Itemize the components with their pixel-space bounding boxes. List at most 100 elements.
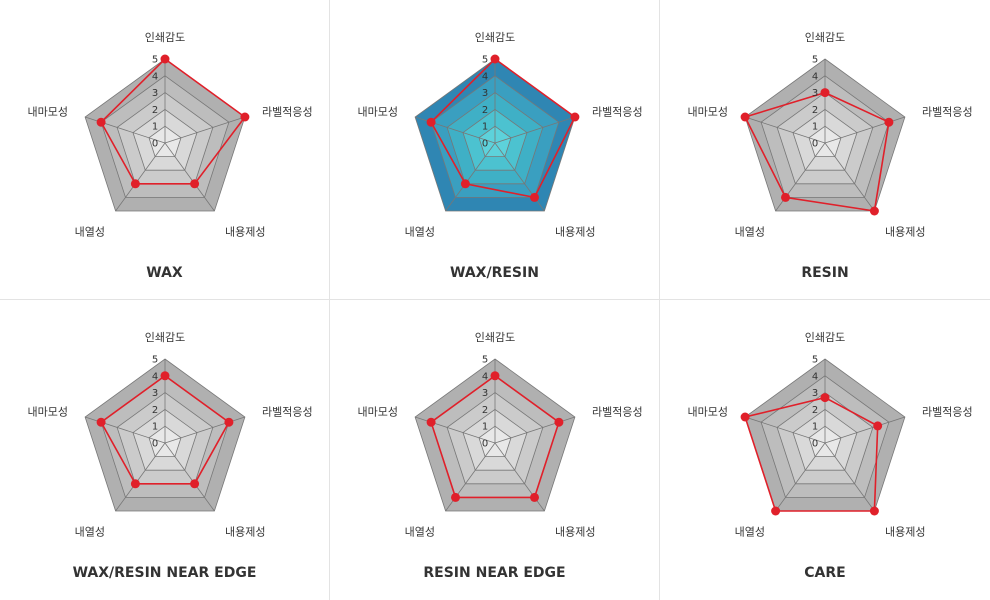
axis-label: 내열성 bbox=[405, 226, 435, 239]
tick-label: 3 bbox=[152, 88, 158, 99]
tick-label: 2 bbox=[482, 405, 488, 416]
data-point bbox=[869, 206, 879, 216]
tick-label: 2 bbox=[152, 105, 158, 116]
axis-label: 내마모성 bbox=[28, 106, 68, 119]
data-point bbox=[426, 117, 436, 127]
tick-label: 1 bbox=[812, 422, 818, 433]
series-line bbox=[100, 57, 247, 185]
data-point bbox=[224, 417, 234, 427]
axis-label: 인쇄감도 bbox=[145, 331, 185, 344]
grid-spoke bbox=[164, 442, 215, 512]
tick-label: 3 bbox=[152, 388, 158, 399]
tick-label: 5 bbox=[152, 55, 158, 66]
data-point bbox=[820, 88, 830, 98]
data-point bbox=[460, 179, 470, 189]
tick-label: 4 bbox=[152, 371, 158, 382]
data-point bbox=[869, 506, 879, 516]
axis-label: 내마모성 bbox=[688, 106, 728, 119]
axis-label: 인쇄감도 bbox=[805, 31, 845, 44]
grid-spoke bbox=[744, 116, 826, 144]
series-line bbox=[744, 396, 879, 512]
axis-label: 라벨적응성 bbox=[922, 106, 973, 119]
data-point bbox=[554, 417, 564, 427]
tick-label: 1 bbox=[812, 122, 818, 133]
data-point bbox=[570, 112, 580, 122]
chart-title: RESIN bbox=[801, 265, 849, 281]
tick-label: 0 bbox=[152, 439, 158, 450]
axis-label: 내용제성 bbox=[885, 526, 925, 539]
data-point bbox=[160, 54, 170, 64]
chart-panel-resin: 0 1 2 3 4 5 인쇄감도 라벨적응성 내용제성 내열성 내마모성 RESIN bbox=[660, 0, 990, 300]
grid-spoke bbox=[824, 416, 906, 444]
data-point bbox=[451, 492, 460, 502]
axis-label: 내마모성 bbox=[688, 406, 728, 419]
axis-label: 내용제성 bbox=[885, 226, 925, 239]
data-point bbox=[96, 117, 106, 127]
tick-label: 5 bbox=[152, 355, 158, 366]
axis-label: 내용제성 bbox=[225, 226, 265, 239]
axis-label: 라벨적응성 bbox=[262, 406, 313, 419]
grid-spoke bbox=[164, 116, 246, 144]
chart-panel-wax-resin: 0 1 2 3 4 5 인쇄감도 라벨적응성 내용제성 내열성 내마모성 WAX/RESIN bbox=[330, 0, 660, 300]
axis-label: 라벨적응성 bbox=[592, 106, 643, 119]
tick-label: 3 bbox=[482, 88, 488, 99]
data-point bbox=[240, 112, 250, 122]
chart-panel-wax: 0 1 2 3 4 5 인쇄감도 라벨적응성 내용제성 내열성 내마모성 WAX bbox=[0, 0, 330, 300]
grid-spoke bbox=[494, 116, 576, 144]
data-point bbox=[130, 479, 140, 489]
tick-label: 4 bbox=[482, 71, 488, 82]
tick-label: 4 bbox=[812, 371, 818, 382]
tick-label: 4 bbox=[812, 71, 818, 82]
axis-label: 인쇄감도 bbox=[805, 331, 845, 344]
chart-panel-resin-near-edge: 0 1 2 3 4 5 인쇄감도 라벨적응성 내용제성 내열성 내마모성 RESIN NEAR ED… bbox=[330, 300, 660, 600]
axis-label: 내열성 bbox=[75, 226, 105, 239]
chart-title: WAX/RESIN bbox=[450, 265, 539, 281]
axis-label: 내열성 bbox=[735, 526, 765, 539]
tick-label: 5 bbox=[482, 355, 488, 366]
axis-label: 내용제성 bbox=[225, 526, 265, 539]
series-line bbox=[100, 374, 230, 485]
axis-label: 인쇄감도 bbox=[145, 31, 185, 44]
tick-label: 1 bbox=[152, 422, 158, 433]
data-point bbox=[530, 492, 539, 502]
chart-title: CARE bbox=[804, 565, 846, 581]
tick-label: 0 bbox=[812, 139, 818, 150]
axis-label: 내마모성 bbox=[28, 406, 68, 419]
axis-label: 내열성 bbox=[75, 526, 105, 539]
axis-label: 내용제성 bbox=[555, 226, 595, 239]
chart-title: WAX bbox=[146, 265, 183, 281]
axis-label: 라벨적응성 bbox=[592, 406, 643, 419]
data-point bbox=[884, 117, 894, 127]
chart-panel-wax-resin-near-edge: 0 1 2 3 4 5 인쇄감도 라벨적응성 내용제성 내열성 내마모성 WAX/RESIN NEA… bbox=[0, 300, 330, 600]
data-point bbox=[130, 179, 140, 189]
tick-label: 4 bbox=[152, 71, 158, 82]
grid-spoke bbox=[744, 416, 826, 444]
axis-label: 인쇄감도 bbox=[475, 331, 515, 344]
data-point bbox=[426, 417, 436, 427]
grid-spoke bbox=[775, 442, 826, 512]
axis-label: 인쇄감도 bbox=[475, 31, 515, 44]
tick-label: 1 bbox=[482, 422, 488, 433]
tick-label: 3 bbox=[812, 88, 818, 99]
tick-label: 3 bbox=[812, 388, 818, 399]
data-point bbox=[490, 54, 500, 64]
axis-label: 라벨적응성 bbox=[262, 106, 313, 119]
chart-panel-care: 0 1 2 3 4 5 인쇄감도 라벨적응성 내용제성 내열성 내마모성 CARE bbox=[660, 300, 990, 600]
tick-label: 1 bbox=[482, 122, 488, 133]
tick-label: 2 bbox=[812, 105, 818, 116]
data-point bbox=[820, 393, 830, 403]
axis-label: 라벨적응성 bbox=[922, 406, 973, 419]
grid-spoke bbox=[824, 442, 875, 512]
data-point bbox=[530, 192, 539, 202]
data-point bbox=[740, 112, 750, 122]
grid-spoke bbox=[115, 442, 166, 512]
tick-label: 4 bbox=[482, 371, 488, 382]
series-line bbox=[743, 91, 890, 212]
tick-label: 0 bbox=[482, 139, 488, 150]
tick-label: 2 bbox=[482, 105, 488, 116]
